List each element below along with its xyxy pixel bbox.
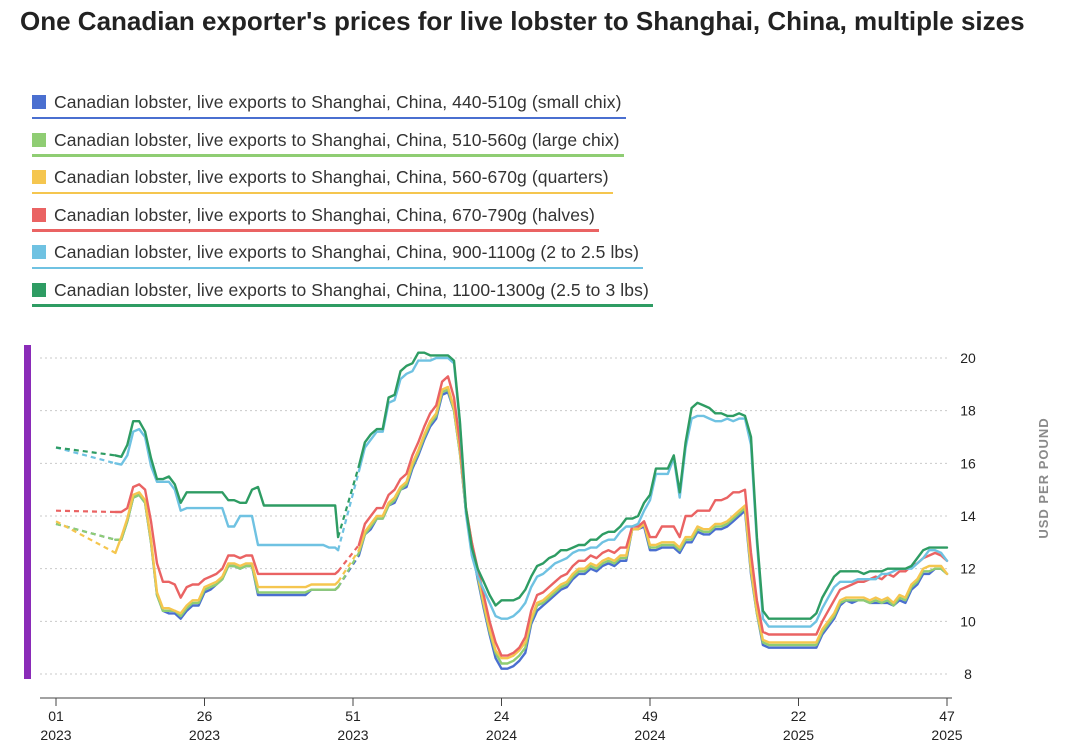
legend-row: Canadian lobster, live exports to Shangh… <box>32 279 653 307</box>
legend-label: Canadian lobster, live exports to Shangh… <box>54 167 609 187</box>
legend-underline <box>32 154 624 157</box>
y-tick-label: 8 <box>964 666 972 682</box>
series-line <box>114 375 949 657</box>
series-line <box>114 356 949 628</box>
series-gap-line <box>55 446 360 538</box>
left-accent-bar <box>24 345 31 679</box>
legend-label: Canadian lobster, live exports to Shangh… <box>54 279 649 300</box>
legend-swatch <box>32 170 46 184</box>
series-line <box>114 385 949 660</box>
x-tick-label-year: 2024 <box>634 727 665 743</box>
x-tick-label-week: 22 <box>791 708 807 724</box>
legend-swatch <box>32 132 46 147</box>
legend-swatch <box>32 282 46 297</box>
y-tick-label: 18 <box>960 403 976 419</box>
chart-legend: Canadian lobster, live exports to Shangh… <box>32 92 653 318</box>
legend-label: Canadian lobster, live exports to Shangh… <box>54 129 620 150</box>
y-tick-label: 14 <box>960 508 976 524</box>
x-tick-label-week: 26 <box>197 708 213 724</box>
series-gap-line <box>55 520 360 583</box>
chart-title: One Canadian exporter's prices for live … <box>20 6 1025 36</box>
x-tick-label-year: 2025 <box>931 727 962 743</box>
x-tick-label-week: 01 <box>48 708 64 724</box>
series-line <box>114 391 949 670</box>
x-tick-label-week: 51 <box>345 708 361 724</box>
legend-item[interactable]: Canadian lobster, live exports to Shangh… <box>32 242 649 280</box>
legend-label: Canadian lobster, live exports to Shangh… <box>54 242 640 262</box>
y-tick-label: 16 <box>960 455 976 471</box>
x-tick-label-year: 2025 <box>783 727 814 743</box>
legend-underline <box>32 191 613 194</box>
legend-row: Canadian lobster, live exports to Shangh… <box>32 92 626 119</box>
legend-label: Canadian lobster, live exports to Shangh… <box>54 204 595 225</box>
legend-item[interactable]: Canadian lobster, live exports to Shangh… <box>32 205 649 243</box>
legend-row: Canadian lobster, live exports to Shangh… <box>32 242 644 269</box>
x-tick-label-week: 47 <box>939 708 955 724</box>
legend-row: Canadian lobster, live exports to Shangh… <box>32 167 613 194</box>
x-tick-label-year: 2023 <box>337 727 368 743</box>
x-tick-label-week: 49 <box>642 708 658 724</box>
y-axis-title: USD PER POUND <box>1036 417 1051 538</box>
y-tick-label: 10 <box>960 613 976 629</box>
y-tick-label: 20 <box>960 350 976 366</box>
legend-underline <box>32 266 644 269</box>
legend-swatch <box>32 95 46 109</box>
y-tick-label: 12 <box>960 561 976 577</box>
legend-item[interactable]: Canadian lobster, live exports to Shangh… <box>32 279 653 318</box>
legend-item[interactable]: Canadian lobster, live exports to Shangh… <box>32 92 649 130</box>
legend-row: Canadian lobster, live exports to Shangh… <box>32 204 599 232</box>
legend-underline <box>32 116 626 119</box>
x-tick-label-year: 2023 <box>40 727 71 743</box>
series-line <box>114 351 949 620</box>
series-gap-line <box>55 446 360 551</box>
legend-swatch <box>32 245 46 259</box>
legend-underline <box>32 229 599 232</box>
legend-row: Canadian lobster, live exports to Shangh… <box>32 129 624 157</box>
x-tick-label-week: 24 <box>494 708 510 724</box>
x-tick-label-year: 2023 <box>189 727 220 743</box>
legend-underline <box>32 304 653 307</box>
legend-swatch <box>32 207 46 222</box>
legend-item[interactable]: Canadian lobster, live exports to Shangh… <box>32 167 649 205</box>
legend-item[interactable]: Canadian lobster, live exports to Shangh… <box>32 130 649 168</box>
x-tick-label-year: 2024 <box>486 727 517 743</box>
series-gap-line <box>55 509 360 572</box>
legend-label: Canadian lobster, live exports to Shangh… <box>54 92 622 112</box>
